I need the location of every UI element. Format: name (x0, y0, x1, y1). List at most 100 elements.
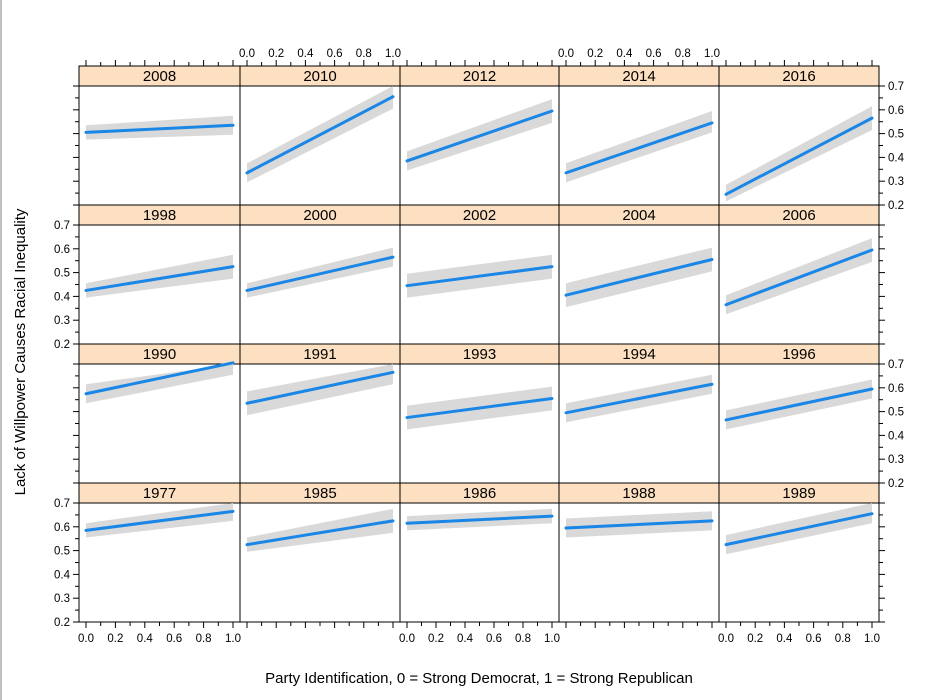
panel-2000: 2000 (239, 204, 401, 345)
top-tick-label: 0.4 (616, 48, 633, 60)
right-tick-label: 0.3 (888, 454, 904, 466)
fit-line-1998 (84, 265, 235, 292)
top-tick-label: 0.0 (558, 48, 574, 60)
fit-line-1986 (405, 514, 554, 525)
strip-label-1988: 1988 (622, 485, 655, 502)
strip-label-1993: 1993 (463, 346, 496, 363)
axes-layer: 0.0 0.2 0.4 0.6 0.8 1.0 0.0 0.2 0.4 0.6 0.8 1.0 0.0 0… (54, 48, 905, 645)
bottom-tick-label: 0.6 (806, 633, 822, 645)
top-tick-label: 0.2 (268, 48, 284, 60)
left-tick-label: 0.3 (54, 593, 70, 605)
fit-line-2004 (564, 258, 714, 297)
confidence-band-1985 (247, 508, 393, 552)
fit-line-1985 (245, 519, 395, 547)
fit-line-1993 (405, 397, 554, 420)
fit-line-2014 (564, 121, 714, 175)
strip-label-1990: 1990 (143, 346, 176, 363)
fit-line-2016 (724, 116, 874, 196)
x-axis-title: Party Identification, 0 = Strong Democra… (265, 670, 693, 687)
panel-grid: 2008 2010 2012 2014 2016 1998 2000 2002 2004 2006… (78, 65, 880, 623)
strip-label-1994: 1994 (622, 346, 655, 363)
panel-1998: 1998 (78, 204, 241, 345)
panel-2008: 2008 (78, 65, 241, 206)
window-left-border (0, 0, 2, 700)
strip-label-2002: 2002 (463, 207, 496, 224)
bottom-tick-label: 1.0 (864, 633, 880, 645)
strip-label-1996: 1996 (782, 346, 815, 363)
left-tick-label: 0.4 (54, 569, 71, 581)
bottom-tick-label: 0.0 (718, 633, 734, 645)
strip-label-2006: 2006 (782, 207, 815, 224)
bottom-tick-label: 0.2 (428, 633, 444, 645)
bottom-tick-label: 0.4 (457, 633, 474, 645)
strip-label-2014: 2014 (622, 68, 655, 85)
bottom-tick-label: 0.8 (515, 633, 531, 645)
top-tick-label: 0.0 (239, 48, 255, 60)
right-tick-label: 0.2 (888, 478, 904, 490)
left-tick-label: 0.5 (54, 268, 70, 280)
right-tick-label: 0.5 (888, 129, 904, 141)
strip-label-2010: 2010 (303, 68, 336, 85)
right-tick-label: 0.4 (888, 430, 905, 442)
strip-label-1977: 1977 (143, 485, 176, 502)
panel-2002: 2002 (399, 204, 560, 345)
fit-line-1977 (84, 509, 235, 532)
left-tick-label: 0.6 (54, 522, 70, 534)
strip-label-1989: 1989 (782, 485, 815, 502)
confidence-band-1991 (247, 364, 393, 416)
panel-1986: 1986 (399, 482, 560, 623)
bottom-tick-label: 0.4 (137, 633, 154, 645)
strip-label-1986: 1986 (463, 485, 496, 502)
right-tick-label: 0.7 (888, 81, 904, 93)
panel-1996: 1996 (718, 343, 880, 484)
left-tick-label: 0.7 (54, 498, 70, 510)
left-tick-label: 0.6 (54, 244, 70, 256)
bottom-tick-label: 0.8 (196, 633, 212, 645)
top-tick-label: 0.6 (646, 48, 662, 60)
top-tick-label: 1.0 (385, 48, 401, 60)
plot-frame-2008 (78, 85, 241, 206)
top-tick-label: 1.0 (704, 48, 720, 60)
right-tick-label: 0.2 (888, 200, 904, 212)
fit-line-2002 (405, 265, 554, 288)
panel-1990: 1990 (78, 343, 241, 484)
fit-line-1988 (564, 519, 714, 530)
bottom-tick-label: 1.0 (544, 633, 560, 645)
strip-label-1998: 1998 (143, 207, 176, 224)
right-tick-label: 0.6 (888, 105, 904, 117)
fit-line-2012 (405, 109, 554, 163)
fit-line-2000 (245, 255, 395, 292)
fit-line-2008 (84, 123, 235, 134)
left-tick-label: 0.5 (54, 546, 70, 558)
right-tick-label: 0.6 (888, 383, 904, 395)
fit-line-1996 (724, 387, 874, 422)
strip-label-2012: 2012 (463, 68, 496, 85)
confidence-band-2016 (726, 106, 872, 202)
bottom-tick-label: 0.4 (776, 633, 793, 645)
fit-line-1994 (564, 382, 714, 415)
right-tick-label: 0.4 (888, 152, 905, 164)
fit-line-1989 (724, 512, 874, 547)
strip-label-2008: 2008 (143, 68, 176, 85)
panel-1985: 1985 (239, 482, 401, 623)
panel-2014: 2014 (558, 65, 720, 206)
confidence-band-1998 (86, 254, 233, 298)
bottom-tick-label: 0.6 (486, 633, 502, 645)
left-tick-label: 0.7 (54, 220, 70, 232)
strip-label-2016: 2016 (782, 68, 815, 85)
panel-2012: 2012 (399, 65, 560, 206)
top-tick-label: 0.4 (297, 48, 314, 60)
bottom-tick-label: 0.0 (399, 633, 415, 645)
left-tick-label: 0.2 (54, 339, 70, 351)
right-tick-label: 0.3 (888, 176, 904, 188)
bottom-tick-label: 0.2 (747, 633, 763, 645)
panel-1994: 1994 (558, 343, 720, 484)
fit-line-1990 (84, 361, 235, 396)
panel-2016: 2016 (718, 65, 880, 206)
bottom-tick-label: 0.8 (835, 633, 851, 645)
top-tick-label: 0.2 (587, 48, 603, 60)
fit-line-2006 (724, 248, 874, 307)
top-tick-label: 0.6 (327, 48, 343, 60)
bottom-tick-label: 0.6 (166, 633, 182, 645)
